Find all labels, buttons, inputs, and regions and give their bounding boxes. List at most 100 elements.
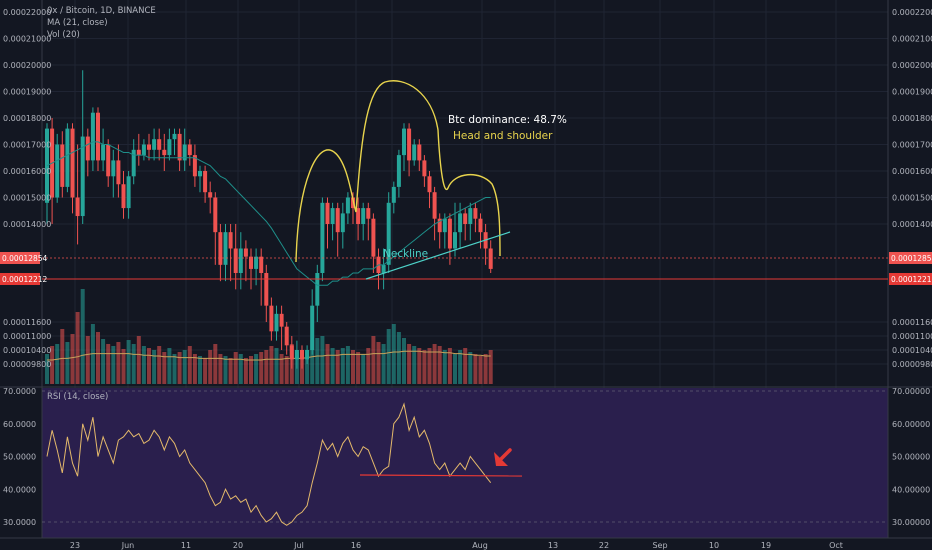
volume-bar — [213, 344, 218, 384]
candle-body — [458, 213, 463, 233]
time-tick: 11 — [181, 541, 191, 550]
volume-bar — [147, 348, 151, 384]
volume-bar — [121, 349, 126, 384]
candle-body — [157, 139, 162, 150]
neckline-line — [365, 231, 511, 280]
candle-body — [85, 136, 90, 161]
candle-body — [233, 248, 238, 273]
volume-bar — [427, 348, 432, 384]
time-tick: 19 — [761, 541, 771, 550]
time-axis[interactable]: 23 Jun 11 20 Jul 16 Aug 13 22 Sep 10 19 Oct — [70, 541, 843, 550]
candle-body — [111, 160, 116, 177]
volume-bar — [223, 356, 228, 384]
volume-bar — [208, 350, 213, 384]
left-rsi-tick: 50.0000 — [3, 453, 36, 462]
head-and-shoulders-outline — [295, 80, 501, 263]
volume-bar — [366, 348, 371, 384]
symbol-legend[interactable]: 0x / Bitcoin, 1D, BINANCE — [47, 6, 156, 16]
time-tick: 10 — [709, 541, 719, 550]
time-tick: Jun — [121, 541, 135, 550]
candle-body — [417, 144, 422, 161]
volume-bar — [340, 348, 345, 384]
volume-bar — [447, 348, 452, 384]
right-price-tick: 0.00011600 — [892, 318, 932, 327]
support-price-badge-right-text: 0.00012212 — [891, 275, 932, 284]
volume-ma-line — [47, 350, 491, 361]
candle-body — [152, 139, 157, 150]
support-price-badge-right — [889, 273, 932, 285]
candle-body — [294, 350, 299, 360]
left-price-tick: 0.00021000 — [3, 35, 51, 44]
candle-body — [136, 149, 141, 156]
candle-body — [447, 218, 452, 249]
candle-body — [208, 192, 213, 198]
arrow-down-left-icon — [494, 448, 512, 466]
volume-bar — [412, 346, 417, 384]
candle-body — [106, 144, 111, 177]
candle-body — [269, 305, 274, 332]
volume-bar — [345, 346, 350, 384]
volume-bar — [463, 348, 468, 384]
rsi-pane-background — [42, 388, 888, 538]
candle-body — [198, 171, 202, 177]
right-price-tick: 0.00009800 — [892, 360, 932, 369]
volume-bar — [218, 354, 223, 384]
candle-body — [65, 128, 70, 187]
candle-body — [386, 202, 391, 265]
left-price-tick: 0.00014000 — [3, 220, 51, 229]
ma-legend[interactable]: MA (21, close) — [47, 18, 108, 28]
time-tick: Aug — [472, 541, 488, 550]
left-price-tick: 0.00009800 — [3, 360, 51, 369]
time-tick: 16 — [351, 541, 361, 550]
right-price-axis[interactable]: 0.00022000 0.00021000 0.00020000 0.00019000… — [892, 8, 932, 369]
volume-bar — [254, 354, 259, 384]
candle-body — [238, 248, 243, 273]
volume-bar — [335, 350, 340, 384]
candle-body — [284, 326, 289, 346]
volume-bar — [315, 338, 320, 384]
candle-body — [340, 213, 345, 233]
candle-body — [187, 144, 192, 156]
candle-body — [427, 176, 432, 193]
dominance-annotation: Btc dominance: 48.7% — [448, 114, 567, 126]
volume-bar — [386, 329, 391, 384]
candle-body — [192, 155, 197, 177]
candle-body — [356, 208, 361, 224]
volume-bar — [203, 358, 208, 384]
volume-bar — [80, 289, 85, 384]
volume-bar — [111, 346, 116, 384]
volume-bar — [192, 354, 197, 384]
volume-bar — [50, 346, 55, 384]
volume-legend[interactable]: Vol (20) — [47, 30, 80, 40]
rsi-legend[interactable]: RSI (14, close) — [47, 392, 108, 402]
time-tick: 20 — [233, 541, 243, 550]
left-rsi-axis[interactable]: 70.0000 60.0000 50.0000 40.0000 30.0000 — [3, 387, 36, 527]
volume-bar — [152, 350, 157, 384]
volume-bar — [305, 350, 310, 384]
right-price-tick: 0.00017000 — [892, 141, 932, 150]
left-price-axis[interactable]: 0.00022000 0.00021000 0.00020000 0.00019000… — [3, 8, 51, 369]
candle-body — [213, 197, 218, 233]
volume-bar — [300, 354, 304, 384]
volume-bar — [330, 348, 335, 384]
volume-bar — [351, 350, 355, 384]
candle-body — [90, 112, 95, 161]
left-price-tick: 0.00010400 — [3, 346, 51, 355]
candle-body — [310, 305, 315, 350]
candle-body — [289, 345, 294, 360]
left-price-tick: 0.00020000 — [3, 61, 51, 70]
volume-bar — [432, 344, 437, 384]
current-price-badge-right — [889, 252, 932, 264]
right-rsi-axis[interactable]: 70.00000 60.00000 50.00000 40.00000 30.00000 — [892, 387, 930, 527]
candle-body — [335, 208, 340, 233]
candle-body — [407, 128, 412, 161]
candle-body — [121, 184, 126, 209]
volume-bar — [259, 352, 264, 384]
right-price-tick: 0.00018000 — [892, 114, 932, 123]
volume-bar — [96, 332, 100, 384]
right-price-tick: 0.00010400 — [892, 346, 932, 355]
volume-bar — [198, 356, 202, 384]
left-price-tick: 0.00019000 — [3, 88, 51, 97]
volume-bar — [85, 336, 90, 384]
